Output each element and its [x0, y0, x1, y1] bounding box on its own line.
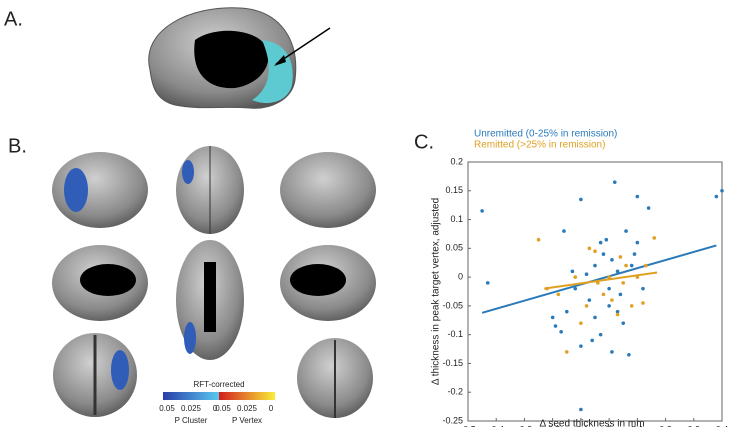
y-tick-label: 0.05	[445, 243, 463, 253]
point	[612, 180, 617, 184]
y-tick-label: -0.05	[442, 300, 463, 310]
y-tick-label: -0.2	[447, 387, 463, 397]
point	[652, 236, 657, 240]
colorbar-tick: 0	[269, 404, 274, 413]
y-tick-label: 0.1	[450, 214, 463, 224]
point	[635, 240, 640, 245]
colorbar-vertex	[219, 392, 275, 400]
point	[485, 281, 490, 285]
point	[598, 332, 603, 337]
point	[480, 209, 484, 213]
point	[536, 237, 541, 242]
point	[593, 315, 597, 320]
point	[590, 338, 594, 343]
point	[624, 263, 628, 268]
y-tick-label: -0.1	[447, 329, 463, 339]
point	[607, 275, 611, 279]
legend-entry: Unremitted (0-25% in remission)	[474, 129, 617, 140]
colorbar-tick: 0.025	[237, 404, 258, 413]
point	[573, 286, 578, 291]
point	[714, 194, 719, 199]
y-tick-label: 0	[458, 271, 463, 281]
point	[593, 249, 597, 254]
point	[584, 272, 589, 277]
panel-label: A.	[4, 8, 23, 30]
point	[635, 194, 640, 199]
plot-frame	[467, 161, 723, 422]
y-tick-label: -0.25	[442, 415, 463, 425]
point	[553, 324, 558, 328]
point	[550, 315, 555, 320]
point	[641, 301, 645, 305]
point	[559, 329, 563, 334]
point	[607, 304, 611, 308]
colorbar-tick: 0.05	[159, 404, 175, 413]
point	[618, 255, 623, 259]
point	[593, 263, 597, 268]
point	[615, 309, 620, 314]
point	[579, 344, 583, 348]
colorbar-title: RFT-corrected	[193, 380, 244, 389]
point	[621, 281, 626, 285]
point	[629, 263, 634, 268]
colorbar-tick: 0	[213, 404, 218, 413]
point	[564, 309, 569, 314]
point	[601, 292, 606, 297]
point	[587, 298, 592, 302]
point	[644, 263, 648, 268]
point	[610, 350, 614, 354]
y-tick-label: 0.2	[450, 156, 463, 166]
point	[564, 350, 569, 354]
point	[604, 237, 609, 242]
fit-line	[544, 271, 658, 290]
x-axis-label: Δ seed thickness in mm	[539, 419, 644, 427]
point	[632, 252, 637, 256]
point	[610, 298, 614, 302]
point	[587, 246, 592, 251]
point	[629, 304, 634, 308]
y-axis-label: Δ thickness in peak target vertex, adjus…	[431, 198, 442, 385]
point	[601, 252, 606, 256]
point	[598, 240, 603, 245]
point	[641, 286, 645, 291]
point	[646, 206, 651, 210]
point	[579, 321, 583, 325]
point	[584, 304, 589, 308]
point	[720, 188, 724, 193]
point	[610, 258, 614, 262]
colorbar-label: P Vertex	[232, 416, 262, 425]
point	[624, 229, 628, 233]
point	[579, 197, 583, 202]
point	[615, 269, 620, 274]
colorbar-tick: 0.05	[215, 404, 231, 413]
legend-entry: Remitted (>25% in remission)	[474, 140, 605, 151]
panel-label: B.	[8, 135, 27, 157]
colorbar-cluster	[163, 392, 219, 400]
colorbar-label: P Cluster	[175, 416, 208, 425]
panel-label: C.	[414, 131, 434, 153]
point	[621, 321, 626, 325]
point	[556, 292, 561, 297]
y-tick-label: 0.15	[445, 185, 463, 195]
point	[573, 275, 578, 279]
fit-line	[481, 244, 717, 314]
brain-medial	[148, 7, 331, 109]
brain-grid	[52, 146, 376, 418]
point	[570, 269, 575, 274]
colorbar-tick: 0.025	[181, 404, 202, 413]
y-tick-label: -0.15	[442, 358, 463, 368]
point	[579, 407, 583, 412]
point	[627, 353, 631, 357]
point	[607, 286, 611, 291]
point	[615, 312, 620, 317]
point	[562, 229, 566, 233]
point	[618, 292, 623, 297]
